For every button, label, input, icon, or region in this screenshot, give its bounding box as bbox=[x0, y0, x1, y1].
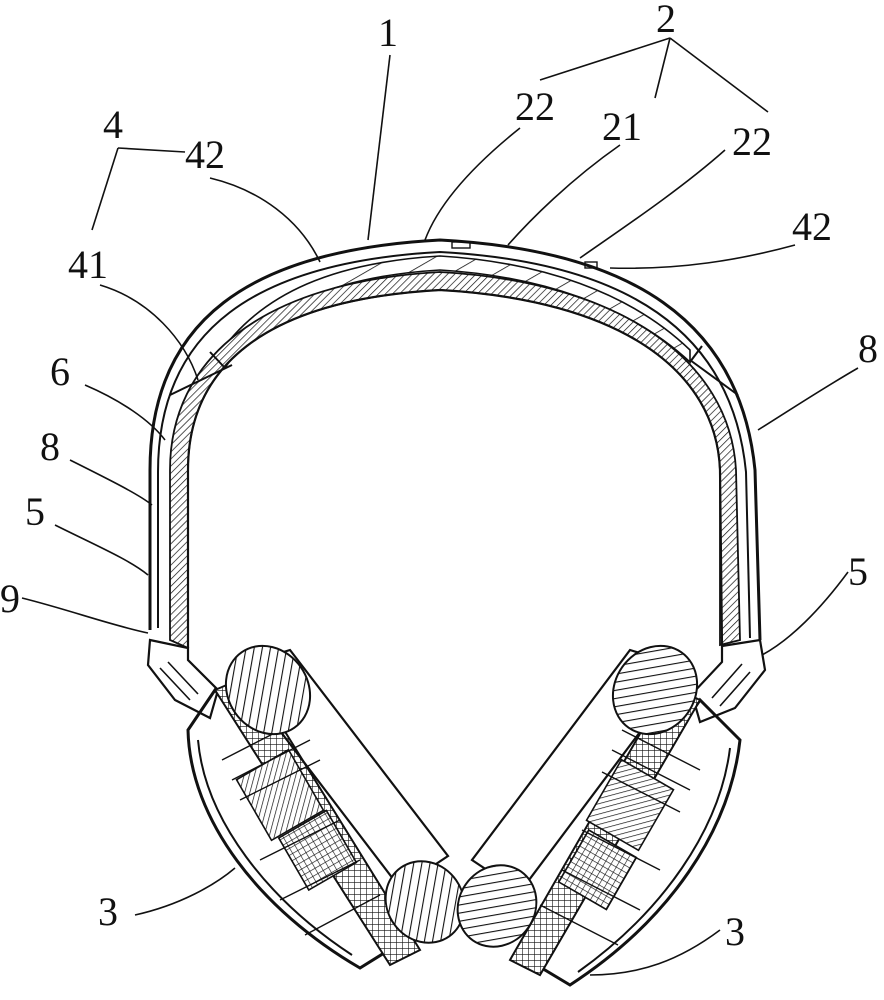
leader-lines bbox=[21, 37, 859, 976]
right-pad-bottom bbox=[456, 864, 538, 948]
label-8-left: 8 bbox=[40, 424, 60, 469]
left-driver-mechanism bbox=[213, 673, 422, 967]
label-4: 4 bbox=[103, 102, 123, 147]
callout-labels: 1 2 22 21 22 4 42 42 41 6 8 8 5 5 9 3 3 bbox=[0, 0, 878, 954]
label-21: 21 bbox=[602, 104, 642, 149]
right-driver-mechanism bbox=[508, 683, 702, 977]
left-ear-cup bbox=[146, 638, 466, 970]
label-3-left: 3 bbox=[98, 889, 118, 934]
label-41: 41 bbox=[68, 242, 108, 287]
label-3-right: 3 bbox=[725, 909, 745, 954]
left-pad-bottom bbox=[384, 860, 466, 944]
right-pad-top bbox=[611, 644, 699, 736]
label-9: 9 bbox=[0, 576, 20, 621]
headband bbox=[148, 238, 762, 650]
label-5-left: 5 bbox=[25, 489, 45, 534]
label-1: 1 bbox=[378, 10, 398, 55]
label-8-right: 8 bbox=[858, 326, 878, 371]
label-22-right: 22 bbox=[732, 119, 772, 164]
label-22-left: 22 bbox=[515, 84, 555, 129]
label-42-right: 42 bbox=[792, 204, 832, 249]
label-5-right: 5 bbox=[848, 549, 868, 594]
label-6: 6 bbox=[50, 349, 70, 394]
label-2: 2 bbox=[656, 0, 676, 41]
left-pad-top bbox=[224, 644, 312, 736]
right-ear-cup bbox=[456, 638, 767, 987]
label-42-left: 42 bbox=[185, 132, 225, 177]
